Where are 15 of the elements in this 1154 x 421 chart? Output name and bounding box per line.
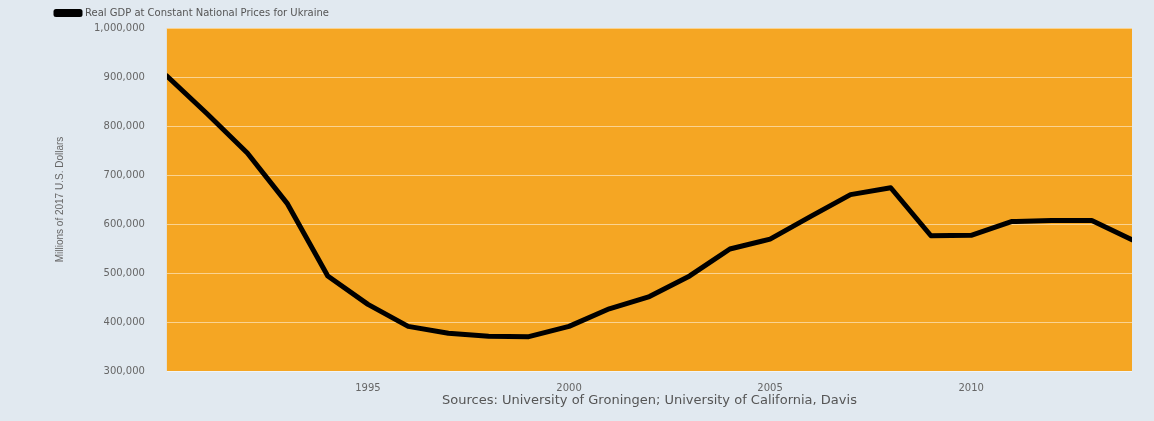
x-tick-label: 2000 <box>556 381 582 393</box>
y-tick-label: 900,000 <box>103 70 145 82</box>
y-tick-label: 300,000 <box>103 364 145 376</box>
x-tick-label: 2010 <box>958 381 984 393</box>
x-tick-label: 1995 <box>355 381 381 393</box>
y-tick-label: 800,000 <box>103 119 145 131</box>
y-tick-label: 400,000 <box>103 315 145 327</box>
y-tick-label: 700,000 <box>103 168 145 180</box>
y-axis-title: Millions of 2017 U.S. Dollars <box>53 136 65 263</box>
y-tick-label: 1,000,000 <box>93 21 145 33</box>
source-note: Sources: University of Groningen; University of California, Davis <box>441 392 858 408</box>
x-tick-label: 2005 <box>757 381 783 393</box>
y-tick-label: 500,000 <box>103 266 145 278</box>
legend-label: Real GDP at Constant National Prices for Ukraine <box>85 6 329 18</box>
y-tick-label: 600,000 <box>103 217 145 229</box>
